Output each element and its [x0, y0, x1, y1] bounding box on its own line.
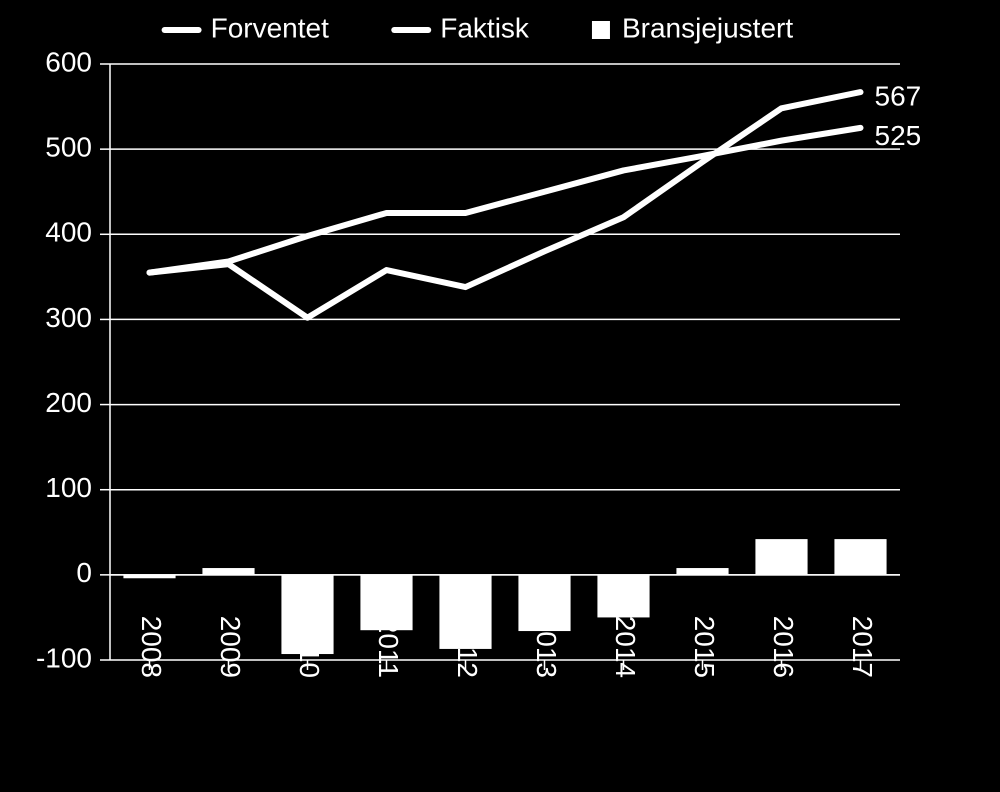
bar [123, 575, 175, 578]
legend-label: Forventet [211, 12, 329, 43]
xtick-label: 2017 [847, 616, 878, 678]
ytick-label: 500 [45, 132, 92, 163]
xtick-label: 2012 [452, 616, 483, 678]
bar [676, 568, 728, 575]
ytick-label: 200 [45, 387, 92, 418]
ytick-label: 0 [76, 557, 92, 588]
xtick-label: 2015 [689, 616, 720, 678]
ytick-label: -100 [36, 642, 92, 673]
line-end-label-forventet: 525 [875, 120, 922, 151]
xtick-label: 2011 [373, 618, 404, 678]
xtick-label: 2016 [768, 616, 799, 678]
ytick-label: 300 [45, 302, 92, 333]
line-end-label-faktisk: 567 [875, 80, 922, 111]
bar [834, 539, 886, 575]
legend-sample-square [592, 21, 610, 39]
xtick-label: 2013 [531, 616, 562, 678]
combo-chart: -100 0 100 200 300 400 500 600 525 567 2008 2009 201… [0, 0, 1000, 792]
bar [755, 539, 807, 575]
legend: Forventet Faktisk Bransjejustert [165, 12, 794, 43]
ytick-label: 400 [45, 217, 92, 248]
legend-label: Bransjejustert [622, 12, 793, 43]
legend-label: Faktisk [440, 12, 530, 43]
bar [597, 575, 649, 618]
ytick-label: 600 [45, 46, 92, 77]
bar [202, 568, 254, 575]
ytick-label: 100 [45, 472, 92, 503]
xtick-label: 2009 [215, 616, 246, 678]
xtick-label: 2010 [294, 616, 325, 678]
xtick-label: 2014 [610, 616, 641, 678]
xtick-label: 2008 [136, 616, 167, 678]
